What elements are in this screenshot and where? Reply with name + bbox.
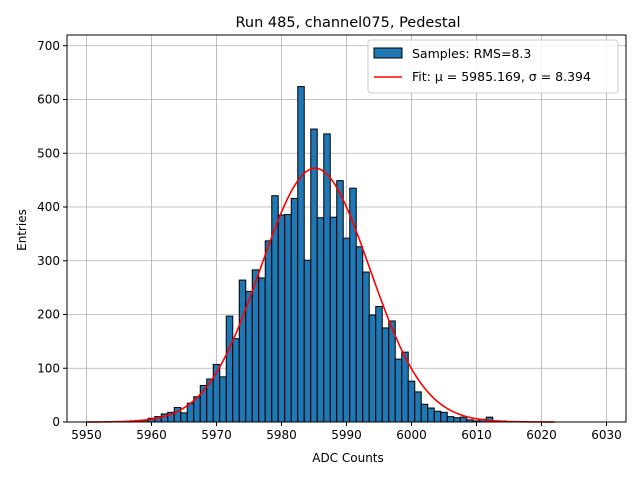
- histogram-bar: [329, 216, 338, 423]
- axis-ticks: 5950 5960 5970 5980 5990 6000 6010 6020 6030 0 100…: [37, 39, 622, 442]
- histogram-bar: [277, 214, 286, 423]
- x-tick-label: 6030: [591, 428, 622, 442]
- y-axis-label: Entries: [15, 209, 29, 251]
- histogram-bar: [427, 407, 435, 423]
- histogram-bar: [186, 402, 195, 423]
- histogram-bar: [407, 380, 416, 423]
- histogram-bar: [251, 269, 260, 423]
- legend-fit-label: Fit: μ = 5985.169, σ = 8.394: [412, 69, 591, 84]
- histogram-bar: [290, 197, 299, 423]
- histogram-bar: [355, 246, 364, 423]
- histogram-bar: [303, 259, 312, 423]
- x-tick-label: 6020: [526, 428, 557, 442]
- histogram-bar: [394, 358, 403, 423]
- histogram-bar: [284, 214, 292, 423]
- histogram-bar: [310, 128, 318, 423]
- x-tick-label: 5990: [331, 428, 362, 442]
- histogram-bar: [238, 279, 247, 423]
- y-tick-label: 100: [37, 361, 60, 375]
- histogram-bar: [336, 180, 344, 423]
- y-tick-label: 400: [37, 200, 60, 214]
- x-tick-label: 6000: [396, 428, 427, 442]
- histogram-bar: [433, 410, 442, 423]
- y-tick-label: 200: [37, 308, 60, 322]
- x-tick-label: 5980: [266, 428, 297, 442]
- histogram-bar: [316, 217, 325, 423]
- histogram-bar: [219, 376, 227, 423]
- legend-histogram-swatch: [373, 47, 403, 59]
- histogram-bar: [245, 290, 253, 423]
- histogram-bar: [446, 416, 455, 423]
- y-tick-label: 0: [52, 415, 60, 429]
- histogram-bar: [362, 271, 370, 423]
- gaussian-fit-curve: [86, 167, 555, 423]
- x-tick-label: 5960: [136, 428, 167, 442]
- histogram-bar: [258, 277, 266, 423]
- histogram-bar: [453, 417, 461, 423]
- histogram-bar: [388, 320, 396, 423]
- legend-histogram-label: Samples: RMS=8.3: [412, 46, 531, 61]
- y-tick-label: 600: [37, 93, 60, 107]
- histogram-bar: [225, 315, 234, 423]
- y-tick-label: 500: [37, 146, 60, 160]
- x-axis-label: ADC Counts: [312, 451, 384, 465]
- legend-box: [367, 39, 619, 94]
- legend: Samples: RMS=8.3 Fit: μ = 5985.169, σ = …: [367, 39, 619, 94]
- y-tick-label: 700: [37, 39, 60, 53]
- histogram-bar: [420, 403, 429, 423]
- x-tick-label: 5950: [71, 428, 102, 442]
- histogram-bar: [368, 314, 377, 423]
- histogram-bar: [440, 411, 448, 423]
- histogram-bar: [459, 416, 468, 423]
- histogram-bar: [381, 327, 390, 423]
- y-tick-label: 300: [37, 254, 60, 268]
- histogram-bar: [297, 86, 305, 423]
- histogram-bar: [264, 240, 273, 423]
- histogram-bar: [180, 412, 188, 423]
- histogram-bars: [128, 86, 520, 423]
- histogram-bar: [375, 305, 383, 423]
- x-tick-label: 6010: [461, 428, 492, 442]
- x-tick-label: 5970: [201, 428, 232, 442]
- histogram-bar: [414, 391, 422, 423]
- histogram-bar: [232, 338, 240, 423]
- histogram-bar: [342, 237, 351, 423]
- chart-title: Run 485, channel075, Pedestal: [235, 15, 460, 31]
